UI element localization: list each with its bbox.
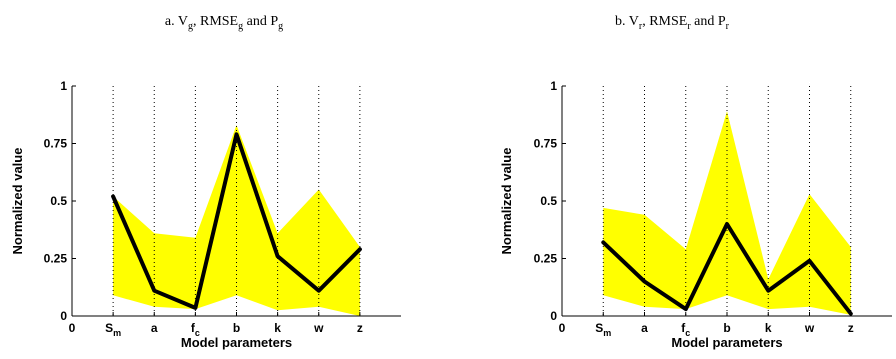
uncertainty-band bbox=[113, 125, 360, 316]
x-tick-label: b bbox=[723, 321, 730, 335]
y-tick-label: 1 bbox=[550, 79, 557, 93]
x-tick-label: w bbox=[804, 321, 815, 335]
y-tick-label: 0.25 bbox=[44, 252, 68, 266]
x-tick-label: a bbox=[641, 321, 648, 335]
x-tick-label: b bbox=[233, 321, 240, 335]
y-tick-label: 0.5 bbox=[50, 194, 67, 208]
y-tick-label: 0.5 bbox=[540, 194, 557, 208]
chart-b-title: b. Vr, RMSEr and Pr bbox=[614, 14, 730, 32]
series-line bbox=[111, 132, 362, 310]
y-tick-label: 0.75 bbox=[534, 137, 558, 151]
x-origin-label: 0 bbox=[559, 321, 566, 335]
chart-a: 0 0.25 0.5 0.75 1 0 Sm a fc b k w z Model parameters N… bbox=[10, 79, 401, 350]
x-tick-label: k bbox=[765, 321, 772, 335]
series-line bbox=[601, 222, 853, 316]
x-tick-label: z bbox=[357, 321, 363, 335]
x-origin-label: 0 bbox=[69, 321, 76, 335]
x-tick-label: fc bbox=[191, 321, 200, 338]
x-tick-label: Sm bbox=[595, 321, 611, 338]
y-tick-label: 0 bbox=[60, 309, 67, 323]
x-tick-label: Sm bbox=[105, 321, 121, 338]
y-tick-label: 0.75 bbox=[44, 137, 68, 151]
chart-b: 0 0.25 0.5 0.75 1 0 Sm a fc b k w z Model parameters N… bbox=[499, 79, 892, 350]
x-axis-label: Model parameters bbox=[181, 335, 292, 350]
chart-a-title: a. Vg, RMSEg and Pg bbox=[164, 14, 284, 32]
y-tick-label: 0 bbox=[550, 309, 557, 323]
x-tick-label: fc bbox=[681, 321, 690, 338]
x-axis-label: Model parameters bbox=[671, 335, 782, 350]
x-tick-label: z bbox=[848, 321, 854, 335]
uncertainty-band bbox=[603, 111, 851, 315]
y-tick-label: 0.25 bbox=[534, 252, 558, 266]
y-axis-label: Normalized value bbox=[499, 148, 514, 255]
y-axis-label: Normalized value bbox=[10, 148, 25, 255]
x-tick-label: a bbox=[151, 321, 158, 335]
y-tick-label: 1 bbox=[60, 79, 67, 93]
x-tick-label: k bbox=[274, 321, 281, 335]
x-tick-label: w bbox=[313, 321, 324, 335]
